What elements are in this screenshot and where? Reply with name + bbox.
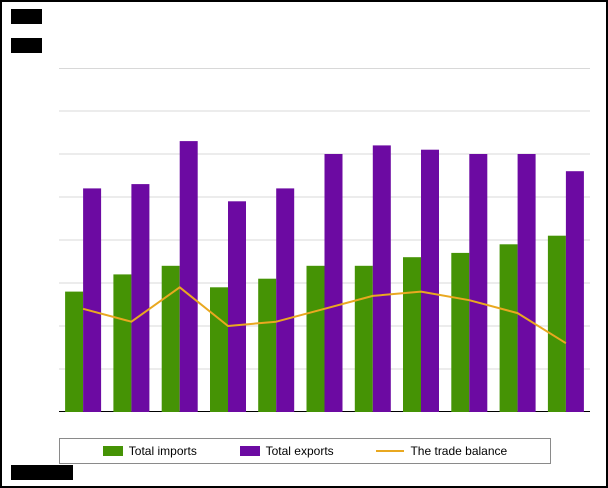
export-bar <box>228 201 246 412</box>
export-bar <box>565 171 584 412</box>
export-bar <box>517 154 536 412</box>
plot-area <box>59 68 590 412</box>
export-bar <box>372 145 391 412</box>
import-bar <box>210 287 228 412</box>
import-bar <box>499 244 518 412</box>
legend-item-trade-balance[interactable]: The trade balance <box>376 445 507 457</box>
source-redaction-block <box>11 465 73 480</box>
export-bar <box>421 149 439 412</box>
trade-balance-line <box>82 286 567 345</box>
import-bar <box>403 257 421 412</box>
legend-item-total-imports[interactable]: Total imports <box>102 444 197 458</box>
import-bar <box>161 265 180 412</box>
import-bar <box>547 235 566 412</box>
import-bar <box>65 291 84 412</box>
chart-svg <box>59 68 590 412</box>
title-redaction-block <box>11 9 42 24</box>
legend-label-trade-balance: The trade balance <box>410 444 508 458</box>
export-bar <box>469 154 488 412</box>
legend: Total imports Total exports The trade ba… <box>59 438 551 464</box>
exports-swatch <box>239 446 260 456</box>
trade-balance-swatch <box>376 450 405 452</box>
import-bar <box>258 278 277 412</box>
export-bar <box>83 188 102 412</box>
export-bar <box>179 141 198 412</box>
import-bar <box>354 265 373 412</box>
export-bar <box>131 184 150 412</box>
export-bar <box>324 154 343 412</box>
legend-label-total-exports: Total exports <box>265 444 334 458</box>
import-bar <box>451 252 470 412</box>
legend-item-total-exports[interactable]: Total exports <box>239 444 334 458</box>
export-bar <box>276 188 295 412</box>
legend-label-total-imports: Total imports <box>128 444 197 458</box>
import-bar <box>306 265 325 412</box>
subtitle-redaction-block <box>11 38 42 53</box>
import-bar <box>113 274 132 412</box>
imports-swatch <box>102 446 123 456</box>
